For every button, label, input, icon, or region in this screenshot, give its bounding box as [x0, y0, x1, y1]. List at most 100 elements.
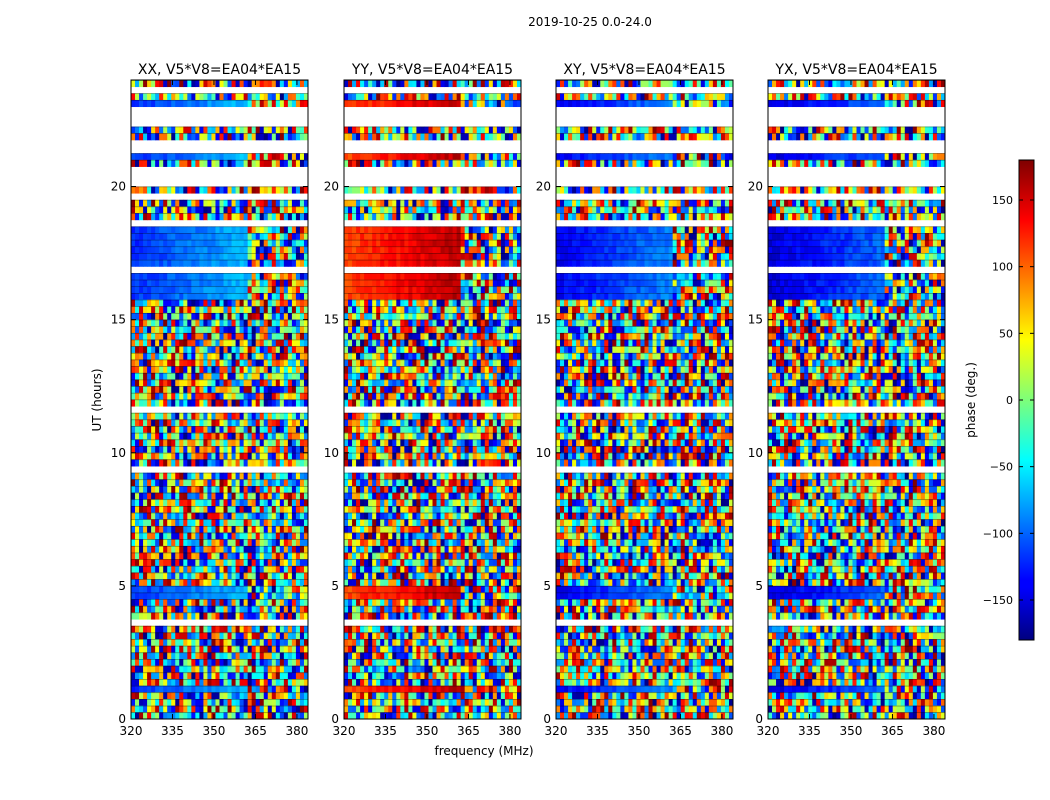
heatmap-cell	[255, 652, 261, 660]
heatmap-cell	[295, 585, 301, 593]
heatmap-cell	[223, 332, 228, 340]
heatmap-cell	[139, 352, 144, 360]
heatmap-cell	[155, 499, 160, 507]
heatmap-cell	[195, 559, 200, 567]
heatmap-cell	[271, 359, 277, 367]
heatmap-cell	[215, 559, 220, 567]
heatmap-cell	[163, 532, 168, 540]
heatmap-cell	[195, 312, 200, 321]
heatmap-cell	[295, 412, 301, 420]
heatmap-cell	[275, 379, 281, 387]
heatmap-cell	[468, 279, 474, 287]
heatmap-cell	[179, 432, 184, 440]
heatmap-cell	[219, 273, 224, 281]
heatmap-cell	[496, 199, 502, 207]
heatmap-cell	[223, 559, 228, 567]
heatmap-cell	[255, 392, 261, 400]
heatmap-cell	[155, 486, 160, 494]
heatmap-cell	[247, 539, 253, 547]
heatmap-cell	[243, 133, 249, 141]
heatmap-cell	[464, 80, 470, 88]
heatmap-cell	[151, 253, 156, 261]
heatmap-cell	[500, 346, 506, 354]
heatmap-cell	[131, 519, 136, 527]
heatmap-cell	[468, 153, 474, 161]
heatmap-cell	[223, 652, 228, 660]
heatmap-cell	[159, 412, 164, 420]
heatmap-cell	[299, 359, 305, 367]
heatmap-cell	[131, 419, 136, 427]
heatmap-cell	[360, 306, 365, 314]
heatmap-cell	[183, 652, 188, 660]
heatmap-cell	[239, 93, 245, 101]
heatmap-cell	[303, 80, 309, 88]
heatmap-cell	[259, 579, 265, 587]
heatmap-cell	[508, 199, 514, 207]
heatmap-cell	[424, 199, 429, 207]
heatmap-cell	[235, 652, 241, 660]
heatmap-cell	[231, 159, 236, 167]
heatmap-cell	[267, 352, 273, 360]
heatmap-cell	[476, 286, 482, 294]
heatmap-cell	[259, 126, 265, 134]
heatmap-cell	[259, 519, 265, 527]
heatmap-cell	[195, 639, 200, 647]
heatmap-cell	[388, 306, 393, 314]
heatmap-cell	[472, 99, 478, 108]
heatmap-cell	[183, 99, 188, 108]
heatmap-cell	[187, 93, 192, 101]
heatmap-cell	[484, 153, 490, 161]
heatmap-cell	[259, 259, 265, 267]
heatmap-cell	[448, 279, 454, 287]
heatmap-cell	[179, 572, 184, 580]
heatmap-cell	[283, 565, 289, 573]
heatmap-cell	[428, 306, 433, 314]
heatmap-cell	[420, 346, 425, 354]
heatmap-cell	[223, 612, 228, 620]
heatmap-cell	[139, 552, 144, 560]
heatmap-cell	[299, 712, 305, 720]
heatmap-cell	[239, 492, 245, 500]
heatmap-cell	[255, 499, 261, 507]
heatmap-cell	[420, 199, 425, 207]
heatmap-cell	[283, 206, 289, 214]
row-separator	[131, 159, 308, 161]
heatmap-cell	[291, 239, 297, 247]
heatmap-cell	[287, 153, 293, 161]
heatmap-cell	[247, 665, 253, 673]
heatmap-cell	[368, 126, 373, 134]
heatmap-cell	[440, 233, 445, 241]
heatmap-cell	[207, 572, 212, 580]
heatmap-cell	[456, 279, 462, 287]
heatmap-cell	[368, 319, 373, 327]
heatmap-cell	[344, 279, 349, 287]
heatmap-cell	[163, 446, 168, 454]
row-separator	[344, 233, 521, 234]
heatmap-cell	[183, 159, 188, 167]
heatmap-cell	[243, 319, 249, 327]
heatmap-cell	[191, 246, 196, 254]
heatmap-cell	[259, 472, 265, 480]
heatmap-cell	[420, 80, 425, 88]
heatmap-cell	[135, 459, 140, 467]
heatmap-cell	[271, 665, 277, 673]
heatmap-cell	[388, 199, 393, 207]
heatmap-cell	[384, 339, 389, 347]
heatmap-cell	[384, 186, 389, 194]
heatmap-cell	[187, 426, 192, 434]
heatmap-cell	[287, 372, 293, 380]
heatmap-cell	[227, 352, 232, 360]
heatmap-cell	[151, 126, 156, 134]
heatmap-cell	[167, 692, 172, 700]
heatmap-cell	[227, 499, 232, 507]
heatmap-cell	[291, 312, 297, 321]
heatmap-cell	[247, 126, 253, 134]
heatmap-cell	[151, 392, 156, 400]
heatmap-cell	[295, 705, 301, 713]
heatmap-cell	[179, 579, 184, 587]
heatmap-cell	[295, 519, 301, 527]
heatmap-cell	[263, 159, 269, 167]
heatmap-cell	[267, 712, 273, 720]
heatmap-cell	[215, 126, 220, 134]
heatmap-cell	[235, 639, 241, 647]
